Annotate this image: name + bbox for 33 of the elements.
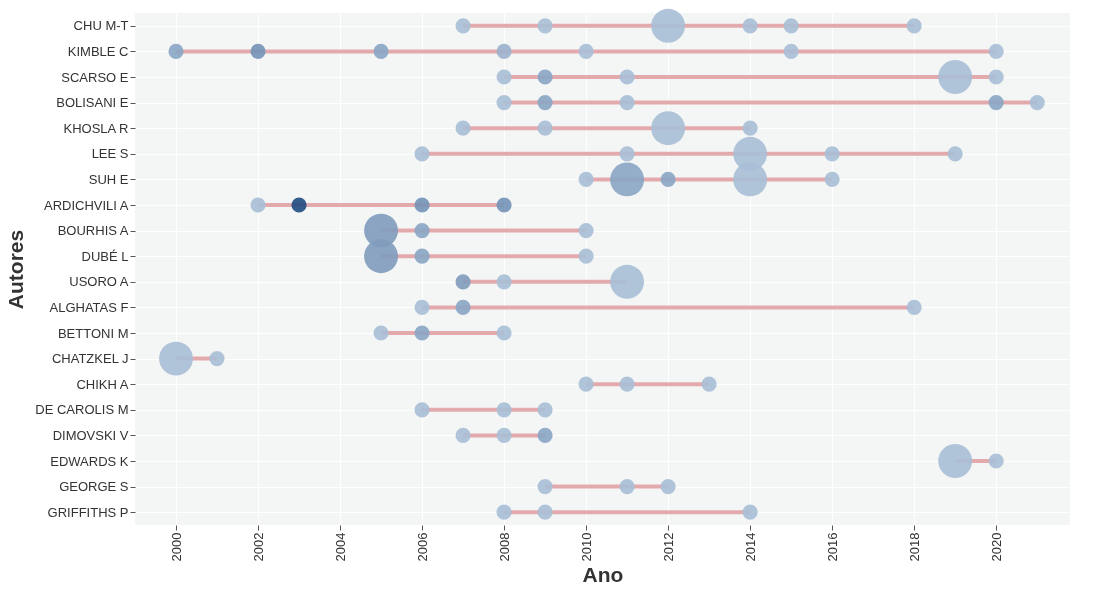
y-tick-label: KIMBLE C <box>67 43 129 59</box>
y-tick-label: ALGHATAS F <box>49 299 129 315</box>
y-tick-label: BETTONI M <box>57 325 129 341</box>
y-tick-label: DE CAROLIS M <box>35 402 129 418</box>
y-tick-label: KHOSLA R <box>63 120 129 136</box>
x-tick-label: 2002 <box>250 532 266 562</box>
x-axis-title: Ano <box>582 563 624 587</box>
y-tick-label: ARDICHVILI A <box>43 197 129 213</box>
y-tick-label: CHIKH A <box>76 376 129 392</box>
x-tick-label: 2010 <box>578 532 594 562</box>
y-tick-label: GEORGE S <box>59 479 129 495</box>
x-tick-label: 2000 <box>168 532 184 562</box>
y-tick-label: USORO A <box>69 274 129 290</box>
x-tick-label: 2008 <box>496 532 512 562</box>
x-tick-label: 2004 <box>332 532 348 562</box>
y-axis-title: Autores <box>4 229 28 310</box>
y-tick-label: EDWARDS K <box>50 453 129 469</box>
x-tick-label: 2018 <box>906 532 922 562</box>
y-tick-label: BOLISANI E <box>56 95 129 111</box>
y-tick-label: BOURHIS A <box>57 223 129 239</box>
y-tick-label: SCARSO E <box>61 69 129 85</box>
y-tick-label: DIMOVSKI V <box>52 427 129 443</box>
x-tick-label: 2016 <box>824 532 840 562</box>
x-tick-label: 2020 <box>988 532 1004 562</box>
y-tick-label: SUH E <box>88 171 129 187</box>
x-tick-label: 2006 <box>414 532 430 562</box>
x-tick-label: 2012 <box>660 532 676 562</box>
y-tick-label: LEE S <box>91 146 129 162</box>
y-tick-label: GRIFFITHS P <box>47 504 129 520</box>
x-tick-label: 2014 <box>742 532 758 562</box>
y-tick-label: DUBÉ L <box>81 248 129 264</box>
y-tick-label: CHATZKEL J <box>51 351 129 367</box>
y-tick-label: CHU M-T <box>73 18 129 34</box>
